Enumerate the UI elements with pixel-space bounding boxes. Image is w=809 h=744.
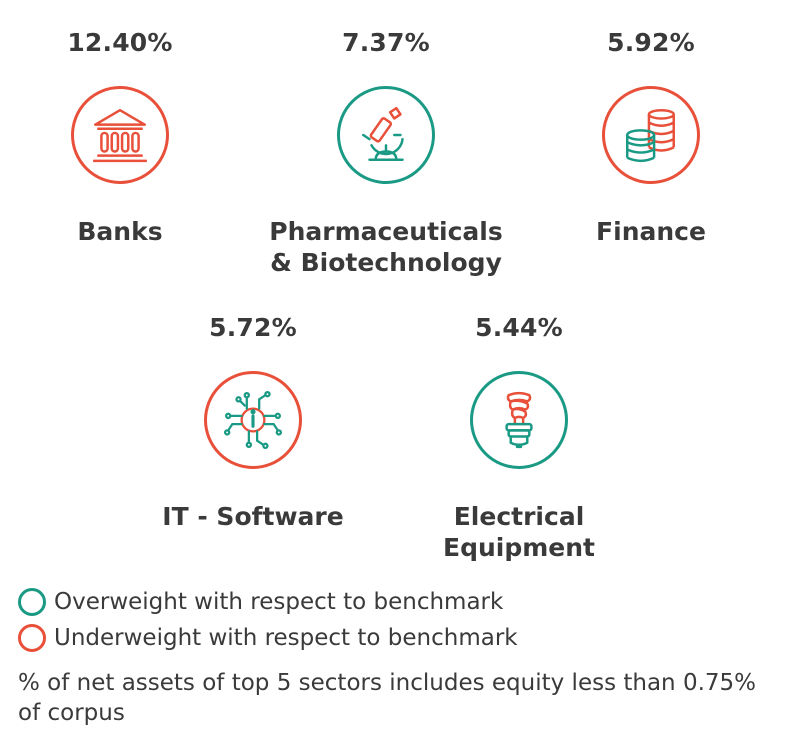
sector-name: Finance — [596, 217, 706, 246]
sector-name: Banks — [77, 217, 163, 246]
sector-percent: 7.37% — [342, 28, 430, 57]
sector-percent: 12.40% — [67, 28, 173, 57]
light-bulb-icon — [505, 391, 533, 449]
underweight-ring — [602, 86, 700, 184]
underweight-circle-icon — [18, 624, 46, 652]
legend-underweight: Underweight with respect to benchmark — [18, 620, 518, 656]
footnote: % of net assets of top 5 sectors include… — [18, 670, 757, 726]
sector-percent: 5.72% — [209, 313, 297, 342]
underweight-ring — [204, 371, 302, 469]
legend-underweight-label: Underweight with respect to benchmark — [54, 625, 518, 651]
sector-name: Pharmaceuticals & Biotechnology — [269, 217, 503, 277]
overweight-ring — [470, 371, 568, 469]
microscope-icon — [362, 106, 404, 162]
underweight-ring — [71, 86, 169, 184]
coin-stacks-icon — [625, 108, 675, 163]
legend: Overweight with respect to benchmark Und… — [18, 584, 518, 656]
bank-building-icon — [93, 108, 147, 163]
sector-percent: 5.92% — [607, 28, 695, 57]
overweight-circle-icon — [18, 588, 46, 616]
sector-name: Electrical Equipment — [443, 502, 595, 562]
overweight-ring — [337, 86, 435, 184]
legend-overweight-label: Overweight with respect to benchmark — [54, 589, 504, 615]
circuit-chip-icon — [223, 390, 283, 450]
sector-percent: 5.44% — [475, 313, 563, 342]
sector-name: IT - Software — [162, 502, 344, 531]
legend-overweight: Overweight with respect to benchmark — [18, 584, 518, 620]
